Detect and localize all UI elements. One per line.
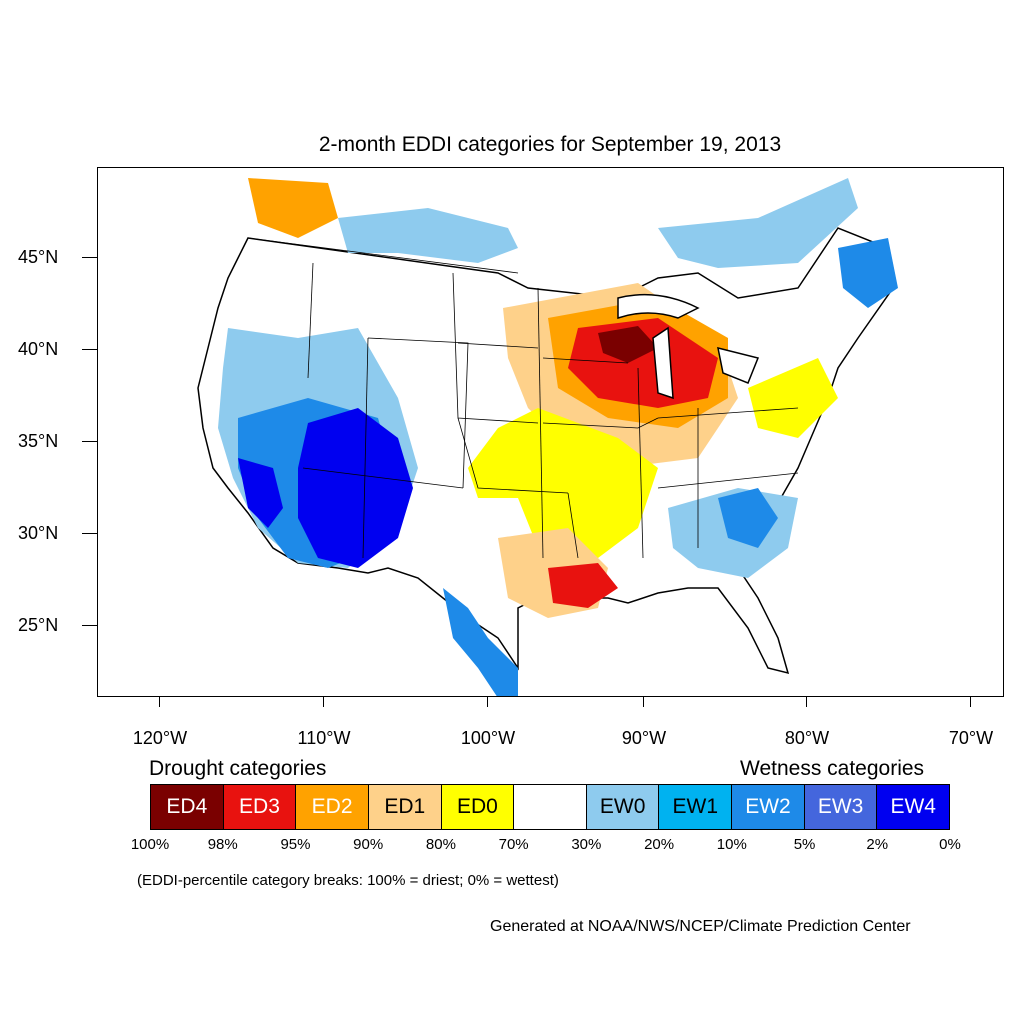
lat-label: 25°N <box>18 615 59 635</box>
lat-label: 40°N <box>18 339 59 359</box>
wetness-categories-heading: Wetness categories <box>740 757 925 780</box>
eddi-map <box>97 167 1004 697</box>
percentile-label: 90% <box>353 836 384 853</box>
credit-line: Generated at NOAA/NWS/NCEP/Climate Predi… <box>490 918 911 935</box>
lon-tick <box>806 697 807 707</box>
wet-zone-northeast-ew2 <box>838 238 898 308</box>
legend-swatch: ED2 <box>296 785 369 829</box>
legend-swatch: EW4 <box>877 785 950 829</box>
percentile-label: 5% <box>793 836 816 853</box>
percentile-label: 70% <box>498 836 529 853</box>
dry-zone-great-lakes-ed4 <box>598 326 658 363</box>
legend-swatch: ED4 <box>151 785 224 829</box>
lat-label: 35°N <box>18 431 59 451</box>
map-canvas <box>197 178 898 696</box>
wet-zone-northwest <box>338 208 518 263</box>
lat-label: 45°N <box>18 247 59 267</box>
percentile-label: 20% <box>644 836 675 853</box>
legend-swatch: ED3 <box>223 785 297 829</box>
wet-zone-four-corners-ew4 <box>298 408 413 568</box>
state-boundaries <box>247 237 799 559</box>
legend-swatch: ED0 <box>441 785 515 829</box>
percentile-label: 10% <box>716 836 747 853</box>
lat-tick <box>82 533 97 534</box>
lat-tick <box>82 349 97 350</box>
legend-swatch: EW2 <box>732 785 805 829</box>
percentile-label: 95% <box>280 836 311 853</box>
lon-tick <box>323 697 324 707</box>
legend-swatch: ED1 <box>368 785 442 829</box>
lon-label: 90°W <box>621 728 667 748</box>
lat-tick <box>82 625 97 626</box>
dry-zone-northwest-ed2 <box>248 178 338 238</box>
dry-zone-northeast-ed0 <box>748 358 838 438</box>
legend-swatch: EW1 <box>659 785 733 829</box>
lon-tick <box>159 697 160 707</box>
lon-label: 70°W <box>948 728 994 748</box>
legend-swatch: EW0 <box>586 785 660 829</box>
dry-zone-louisiana-ed3 <box>548 563 618 608</box>
percentile-label: 0% <box>939 836 961 853</box>
map-title: 2-month EDDI categories for September 19… <box>318 133 782 156</box>
lon-label: 120°W <box>132 728 188 748</box>
percentile-label: 100% <box>130 836 170 853</box>
lat-tick <box>82 441 97 442</box>
wet-zone-west-coast-ew4 <box>238 458 283 528</box>
legend-swatch <box>514 785 587 829</box>
lon-label: 100°W <box>460 728 516 748</box>
wet-zone-north-canada <box>658 178 858 268</box>
percentile-label: 30% <box>571 836 602 853</box>
lat-tick <box>82 257 97 258</box>
percentile-label: 98% <box>207 836 238 853</box>
wet-zone-carolinas-ew2 <box>718 488 778 548</box>
legend-swatch: EW3 <box>804 785 878 829</box>
great-lakes <box>617 293 760 400</box>
category-legend-bar: ED4 ED3 ED2 ED1 ED0 EW0 EW1 EW2 EW3 EW4 <box>150 784 950 830</box>
lat-label: 30°N <box>18 523 59 543</box>
category-break-note: (EDDI-percentile category breaks: 100% =… <box>137 872 559 889</box>
dry-zone-plains-ed0 <box>468 408 658 558</box>
lon-tick <box>487 697 488 707</box>
lon-tick <box>970 697 971 707</box>
wet-zone-texas-coast <box>443 588 518 696</box>
percentile-label: 2% <box>866 836 889 853</box>
percentile-label: 80% <box>425 836 456 853</box>
lon-label: 110°W <box>297 728 351 748</box>
lon-label: 80°W <box>784 728 830 748</box>
lon-tick <box>643 697 644 707</box>
drought-categories-heading: Drought categories <box>149 757 327 780</box>
